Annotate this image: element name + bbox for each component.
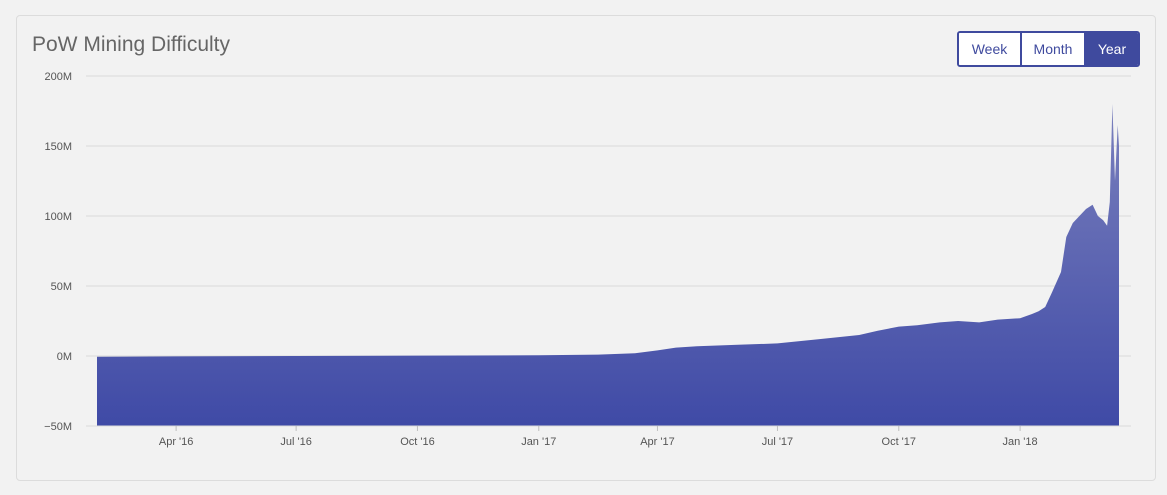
x-tick-label: Oct '17: [882, 436, 917, 448]
chart-title: PoW Mining Difficulty: [32, 33, 231, 56]
x-tick-label: Apr '17: [640, 436, 675, 448]
y-tick-label: 200M: [44, 71, 72, 83]
range-year-button[interactable]: Year: [1084, 33, 1138, 65]
y-tick-label: 50M: [51, 281, 72, 293]
range-month-button[interactable]: Month: [1020, 33, 1084, 65]
x-tick-label: Jan '17: [521, 436, 556, 448]
range-selector: Week Month Year: [957, 31, 1140, 67]
y-tick-label: 100M: [44, 211, 72, 223]
difficulty-area: [97, 104, 1119, 426]
range-week-button[interactable]: Week: [959, 33, 1020, 65]
y-tick-label: 0M: [57, 351, 72, 363]
x-tick-label: Apr '16: [159, 436, 194, 448]
x-tick-label: Jan '18: [1003, 436, 1038, 448]
x-tick-label: Jul '17: [762, 436, 793, 448]
y-tick-label: −50M: [44, 421, 72, 433]
x-tick-label: Jul '16: [280, 436, 311, 448]
x-tick-label: Oct '16: [400, 436, 435, 448]
y-tick-label: 150M: [44, 141, 72, 153]
